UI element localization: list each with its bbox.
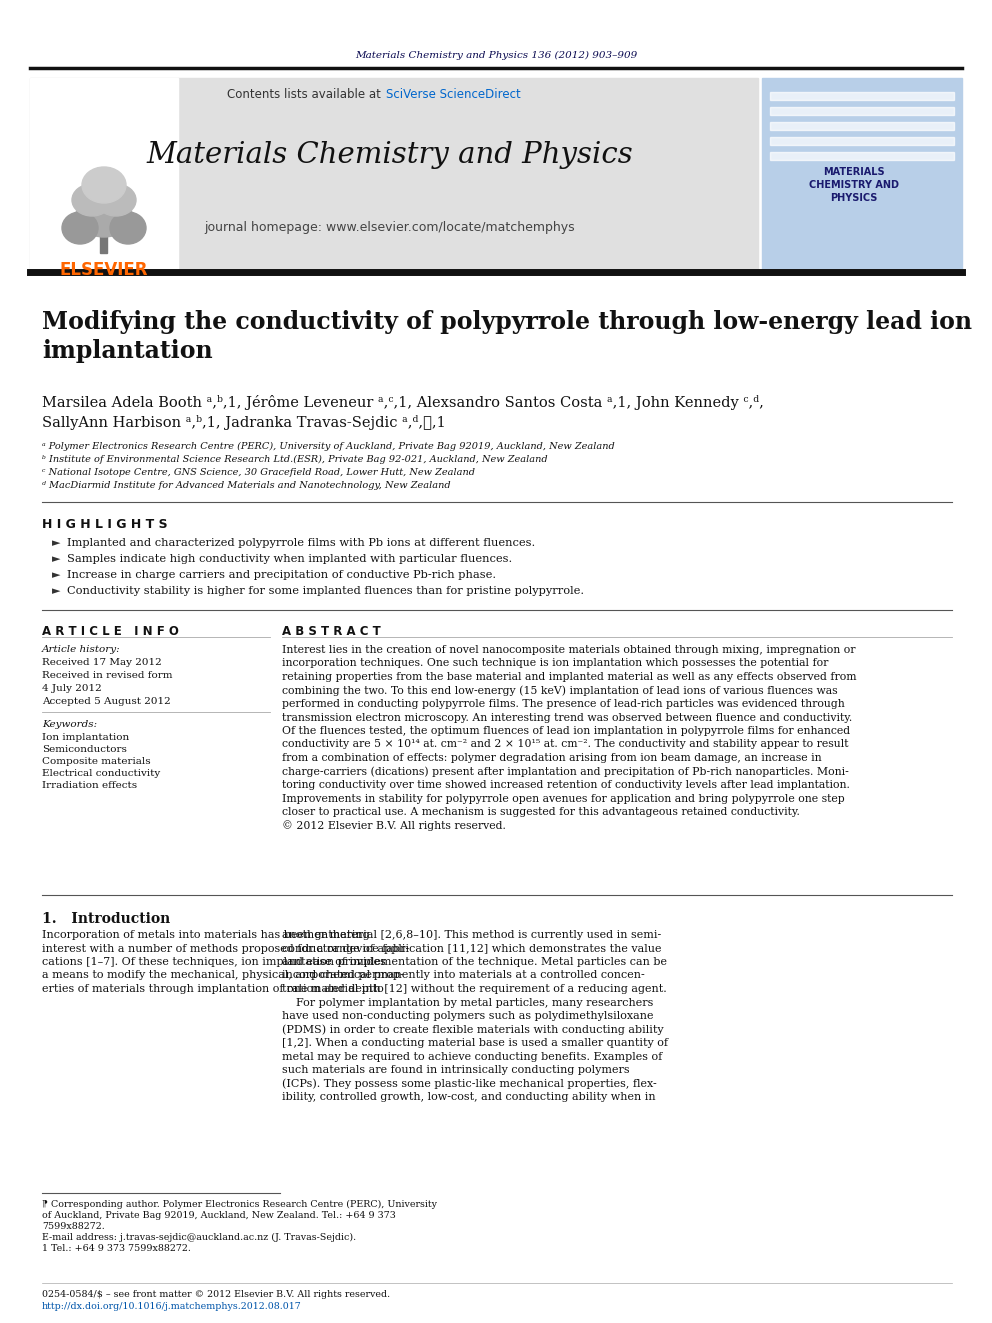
Ellipse shape [110,212,146,243]
Text: Article history:: Article history: [42,646,121,654]
Text: conductor device fabrication [11,12] which demonstrates the value: conductor device fabrication [11,12] whi… [282,943,662,954]
Bar [30,78,758,270]
Text: Received in revised form: Received in revised form [42,671,173,680]
Text: Keywords:: Keywords: [42,720,97,729]
Text: of Auckland, Private Bag 92019, Auckland, New Zealand. Tel.: +64 9 373: of Auckland, Private Bag 92019, Auckland… [42,1211,396,1220]
Text: Materials Chemistry and Physics 136 (2012) 903–909: Materials Chemistry and Physics 136 (201… [355,50,637,60]
Text: Received 17 May 2012: Received 17 May 2012 [42,658,162,667]
Text: ᶜ National Isotope Centre, GNS Science, 30 Gracefield Road, Lower Hutt, New Zeal: ᶜ National Isotope Centre, GNS Science, … [42,468,475,478]
Text: SciVerse ScienceDirect: SciVerse ScienceDirect [386,89,521,102]
Bar [100,225,107,253]
Text: and ease of implementation of the technique. Metal particles can be: and ease of implementation of the techni… [282,957,667,967]
Text: Conductivity stability is higher for some implanted fluences than for pristine p: Conductivity stability is higher for som… [67,586,584,595]
Text: Electrical conductivity: Electrical conductivity [42,769,161,778]
Text: A R T I C L E   I N F O: A R T I C L E I N F O [42,624,179,638]
Bar [770,107,954,115]
Text: ᵈ MacDiarmid Institute for Advanced Materials and Nanotechnology, New Zealand: ᵈ MacDiarmid Institute for Advanced Mate… [42,482,450,490]
Text: http://dx.doi.org/10.1016/j.matchemphys.2012.08.017: http://dx.doi.org/10.1016/j.matchemphys.… [42,1302,302,1311]
Text: SallyAnn Harbison ᵃ,ᵇ,1, Jadranka Travas-Sejdic ᵃ,ᵈ,⋆,1: SallyAnn Harbison ᵃ,ᵇ,1, Jadranka Travas… [42,415,445,430]
Text: Ion implantation: Ion implantation [42,733,129,742]
Text: incorporated permanently into materials at a controlled concen-: incorporated permanently into materials … [282,971,645,980]
Text: Composite materials: Composite materials [42,757,151,766]
Text: have used non-conducting polymers such as polydimethylsiloxane: have used non-conducting polymers such a… [282,1011,654,1021]
Text: Materials Chemistry and Physics: Materials Chemistry and Physics [147,142,633,169]
Text: ibility, controlled growth, low-cost, and conducting ability when in: ibility, controlled growth, low-cost, an… [282,1091,656,1102]
Text: Contents lists available at: Contents lists available at [227,89,385,102]
Text: erties of materials through implantation of one material into: erties of materials through implantation… [42,984,384,994]
Text: metal may be required to achieve conducting benefits. Examples of: metal may be required to achieve conduct… [282,1052,663,1061]
Text: ELSEVIER: ELSEVIER [60,261,148,279]
Text: Interest lies in the creation of novel nanocomposite materials obtained through : Interest lies in the creation of novel n… [282,646,856,831]
Text: Samples indicate high conductivity when implanted with particular fluences.: Samples indicate high conductivity when … [67,554,512,564]
Bar [770,122,954,130]
Text: another material [2,6,8–10]. This method is currently used in semi-: another material [2,6,8–10]. This method… [282,930,662,941]
Ellipse shape [96,184,136,216]
Text: (ICPs). They possess some plastic-like mechanical properties, flex-: (ICPs). They possess some plastic-like m… [282,1078,657,1089]
Text: H I G H L I G H T S: H I G H L I G H T S [42,519,168,531]
Text: ►: ► [52,586,61,595]
Ellipse shape [82,167,126,202]
Text: cations [1–7]. Of these techniques, ion implantation provides: cations [1–7]. Of these techniques, ion … [42,957,386,967]
Text: interest with a number of methods proposed for a range of appli-: interest with a number of methods propos… [42,943,410,954]
Text: ►: ► [52,570,61,579]
Text: 0254-0584/$ – see front matter © 2012 Elsevier B.V. All rights reserved.: 0254-0584/$ – see front matter © 2012 El… [42,1290,390,1299]
Text: ⁋ Corresponding author. Polymer Electronics Research Centre (PERC), University: ⁋ Corresponding author. Polymer Electron… [42,1200,437,1209]
Ellipse shape [76,193,132,237]
Text: Modifying the conductivity of polypyrrole through low-energy lead ion
implantati: Modifying the conductivity of polypyrrol… [42,310,972,363]
Text: 1 Tel.: +64 9 373 7599x88272.: 1 Tel.: +64 9 373 7599x88272. [42,1244,190,1253]
Bar [30,78,178,270]
Text: Accepted 5 August 2012: Accepted 5 August 2012 [42,697,171,706]
Text: 4 July 2012: 4 July 2012 [42,684,102,693]
Text: 7599x88272.: 7599x88272. [42,1222,105,1230]
Bar [762,78,962,270]
Text: ᵇ Institute of Environmental Science Research Ltd.(ESR), Private Bag 92-021, Auc: ᵇ Institute of Environmental Science Res… [42,455,548,464]
Text: Incorporation of metals into materials has been gathering: Incorporation of metals into materials h… [42,930,370,941]
Text: journal homepage: www.elsevier.com/locate/matchemphys: journal homepage: www.elsevier.com/locat… [204,221,575,234]
Text: (PDMS) in order to create flexible materials with conducting ability: (PDMS) in order to create flexible mater… [282,1024,664,1035]
Text: such materials are found in intrinsically conducting polymers: such materials are found in intrinsicall… [282,1065,630,1076]
Text: ►: ► [52,538,61,548]
Text: Implanted and characterized polypyrrole films with Pb ions at different fluences: Implanted and characterized polypyrrole … [67,538,536,548]
Text: 1.   Introduction: 1. Introduction [42,912,171,926]
Text: For polymer implantation by metal particles, many researchers: For polymer implantation by metal partic… [282,998,654,1008]
Text: A B S T R A C T: A B S T R A C T [282,624,381,638]
Ellipse shape [62,212,98,243]
Bar [770,138,954,146]
Text: Irradiation effects: Irradiation effects [42,781,137,790]
Text: a means to modify the mechanical, physical, and chemical prop-: a means to modify the mechanical, physic… [42,971,404,980]
Text: ᵃ Polymer Electronics Research Centre (PERC), University of Auckland, Private Ba: ᵃ Polymer Electronics Research Centre (P… [42,442,615,451]
Text: [1,2]. When a conducting material base is used a smaller quantity of: [1,2]. When a conducting material base i… [282,1039,668,1048]
Text: Semiconductors: Semiconductors [42,745,127,754]
Text: MATERIALS
CHEMISTRY AND
PHYSICS: MATERIALS CHEMISTRY AND PHYSICS [809,167,899,204]
Bar [770,152,954,160]
Text: ►: ► [52,554,61,564]
Text: Increase in charge carriers and precipitation of conductive Pb-rich phase.: Increase in charge carriers and precipit… [67,570,496,579]
Text: E-mail address: j.travas-sejdic@auckland.ac.nz (J. Travas-Sejdic).: E-mail address: j.travas-sejdic@auckland… [42,1233,356,1242]
Bar [770,93,954,101]
Ellipse shape [72,184,112,216]
Text: Marsilea Adela Booth ᵃ,ᵇ,1, Jérôme Leveneur ᵃ,ᶜ,1, Alexsandro Santos Costa ᵃ,1, : Marsilea Adela Booth ᵃ,ᵇ,1, Jérôme Leven… [42,396,764,410]
Text: tration and depth [12] without the requirement of a reducing agent.: tration and depth [12] without the requi… [282,984,667,994]
